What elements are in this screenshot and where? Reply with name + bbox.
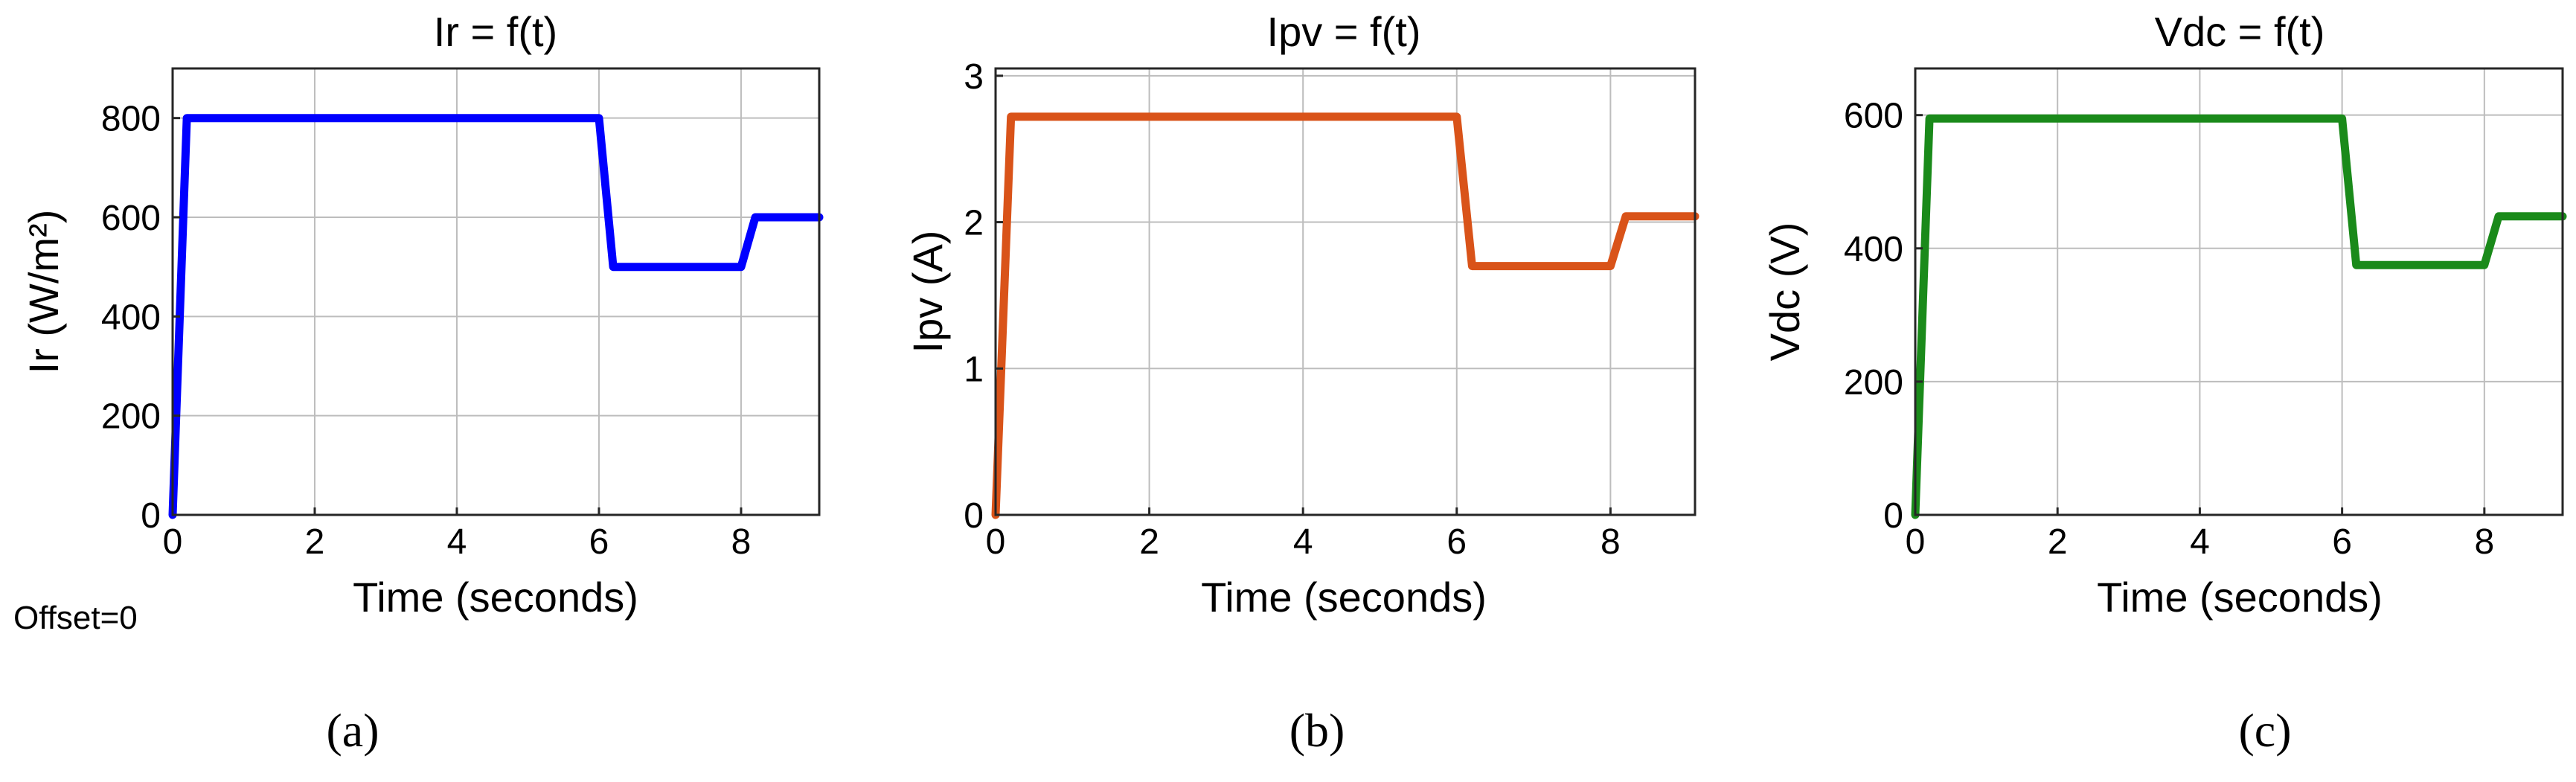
plot-area-b <box>996 68 1695 515</box>
x-tick-label: 8 <box>731 522 752 562</box>
y-axis-label-b: Ipv (A) <box>904 231 951 353</box>
y-tick-label: 400 <box>101 298 161 337</box>
y-tick-label: 0 <box>1883 496 1903 536</box>
x-tick-label: 6 <box>589 522 609 562</box>
y-tick-label: 200 <box>101 397 161 437</box>
chart-panel-b: 0 2 4 6 8 0 1 2 3 Ipv = f(t) Time (seconds) Ipv… <box>904 8 1699 757</box>
x-ticks-a: 0 2 4 6 8 <box>163 507 752 562</box>
chart-panel-c: 0 2 4 6 8 0 200 400 600 Vdc = f(t) Time (second… <box>1761 8 2567 757</box>
y-tick-label: 3 <box>964 57 984 97</box>
axes-box-c <box>1914 67 2564 516</box>
caption-c: (c) <box>2238 704 2291 757</box>
x-axis-label-a: Time (seconds) <box>353 574 638 621</box>
x-tick-label: 2 <box>2048 522 2068 562</box>
grid-b <box>996 68 1695 515</box>
x-tick-label: 6 <box>1446 522 1467 562</box>
y-ticks-a: 0 200 400 600 800 <box>101 100 180 536</box>
y-tick-label: 400 <box>1844 230 1903 269</box>
chart-title-c: Vdc = f(t) <box>2155 8 2325 55</box>
x-tick-label: 6 <box>2332 522 2352 562</box>
axes-box-b <box>994 67 1696 516</box>
y-tick-label: 1 <box>964 350 984 389</box>
caption-b: (b) <box>1289 704 1345 757</box>
y-tick-label: 0 <box>141 496 161 536</box>
x-ticks-c: 0 2 4 6 8 <box>1906 507 2494 562</box>
x-tick-label: 8 <box>2474 522 2494 562</box>
x-tick-label: 0 <box>1906 522 1926 562</box>
x-axis-label-b: Time (seconds) <box>1201 574 1487 621</box>
series-line-c <box>1911 114 2567 519</box>
x-axis-label-c: Time (seconds) <box>2097 574 2383 621</box>
y-tick-label: 200 <box>1844 363 1903 403</box>
y-tick-label: 600 <box>1844 97 1903 136</box>
y-tick-label: 600 <box>101 199 161 238</box>
x-tick-label: 4 <box>1293 522 1313 562</box>
x-tick-label: 0 <box>163 522 183 562</box>
x-tick-label: 0 <box>986 522 1006 562</box>
x-tick-label: 2 <box>305 522 325 562</box>
x-tick-label: 2 <box>1139 522 1159 562</box>
y-tick-label: 800 <box>101 100 161 139</box>
caption-a: (a) <box>326 704 379 757</box>
x-tick-label: 4 <box>2190 522 2210 562</box>
series-line-b <box>991 112 1699 519</box>
y-ticks-b: 0 1 2 3 <box>964 57 1003 536</box>
y-axis-label-a: Ir (W/m²) <box>20 210 67 374</box>
y-axis-label-c: Vdc (V) <box>1761 222 1808 362</box>
x-tick-label: 4 <box>447 522 467 562</box>
y-tick-label: 2 <box>964 204 984 243</box>
chart-panel-a: 0 2 4 6 8 0 200 400 600 800 Ir = f(t) Time (seco… <box>20 8 824 757</box>
plot-area-c <box>1915 68 2563 515</box>
chart-title-b: Ipv = f(t) <box>1267 8 1421 55</box>
y-tick-label: 0 <box>964 496 984 536</box>
series-line-a <box>168 114 824 519</box>
chart-title-a: Ir = f(t) <box>434 8 557 55</box>
x-ticks-b: 0 2 4 6 8 <box>986 507 1621 562</box>
offset-note: Offset=0 <box>13 600 138 636</box>
y-ticks-c: 0 200 400 600 <box>1844 97 1923 536</box>
axes-box-a <box>171 67 821 516</box>
plot-area-a <box>173 68 819 515</box>
x-tick-label: 8 <box>1601 522 1621 562</box>
